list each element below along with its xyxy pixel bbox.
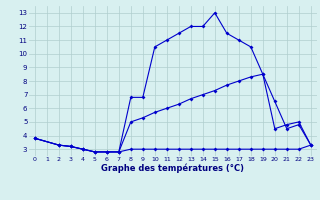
X-axis label: Graphe des températures (°C): Graphe des températures (°C) <box>101 164 244 173</box>
